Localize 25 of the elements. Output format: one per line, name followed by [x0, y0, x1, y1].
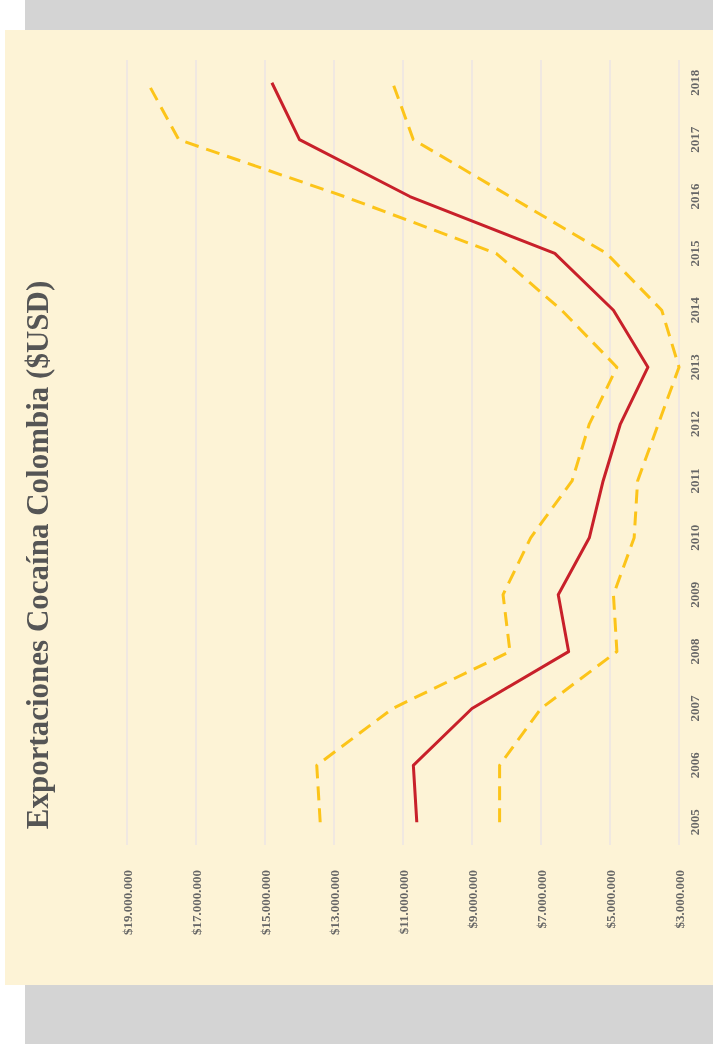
x-tick-label: $11.000.000	[395, 870, 411, 935]
y-tick-label: 2010	[686, 524, 702, 551]
x-tick-label: $13.000.000	[326, 870, 342, 935]
text: Exportaciones Cocaína Colombia ($USD)	[20, 280, 55, 830]
x-tick-label: $19.000.000	[119, 870, 135, 935]
x-tick-label: $17.000.000	[188, 870, 204, 935]
x-tick-label: $15.000.000	[257, 870, 273, 935]
y-tick-label: 2015	[686, 239, 702, 267]
y-tick-label: 2013	[686, 353, 702, 381]
y-tick-label: 2008	[686, 638, 702, 665]
y-tick-label: 2007	[686, 694, 702, 722]
x-tick-label: $7.000.000	[533, 870, 549, 929]
y-tick-label: 2017	[686, 126, 702, 153]
x-tick-label: $5.000.000	[602, 870, 618, 929]
y-tick-label: 2014	[686, 296, 702, 324]
y-tick-label: 2018	[686, 69, 702, 96]
line-series	[270, 81, 650, 824]
y-tick-label: 2016	[686, 183, 702, 210]
x-tick-label: $3.000.000	[671, 870, 687, 929]
y-tick-label: 2006	[686, 751, 702, 779]
y-tick-label: 2005	[686, 808, 702, 836]
y-tick-label: 2011	[686, 468, 702, 494]
x-tick-label: $9.000.000	[464, 870, 480, 929]
y-tick-label: 2012	[686, 411, 702, 438]
y-tick-label: 2009	[686, 581, 702, 608]
